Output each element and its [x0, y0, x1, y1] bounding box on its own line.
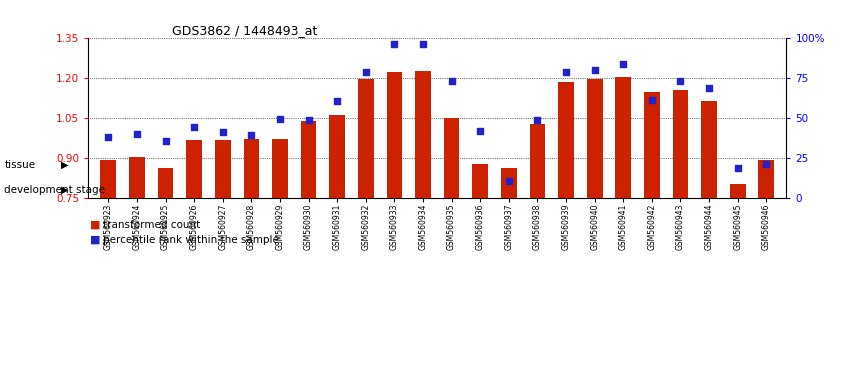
Text: tissue: tissue [4, 160, 35, 170]
Point [359, 68, 373, 74]
Bar [552, 120, 609, 194]
Bar [100, 160, 116, 198]
Bar [157, 168, 173, 198]
Bar [473, 164, 488, 198]
Text: development stage: development stage [4, 185, 105, 195]
Point [702, 84, 716, 91]
Text: embryonic
day 16.5: embryonic day 16.5 [390, 151, 427, 164]
Text: embryonic
day 18.5: embryonic day 18.5 [447, 151, 484, 164]
Point [245, 132, 258, 138]
Bar [330, 115, 345, 198]
Text: GDS3862 / 1448493_at: GDS3862 / 1448493_at [172, 24, 317, 37]
Bar [673, 89, 688, 198]
Point [159, 138, 172, 144]
Point [416, 41, 430, 47]
Bar [644, 92, 659, 198]
Point [645, 97, 659, 103]
Bar [358, 79, 373, 198]
Text: embryonic
day 18.5: embryonic day 18.5 [676, 151, 713, 164]
Bar [151, 120, 209, 194]
Bar [759, 160, 775, 198]
Text: percentile rank within the sample: percentile rank within the sample [103, 235, 279, 245]
Bar [587, 79, 602, 198]
Text: ■: ■ [90, 235, 100, 245]
Bar [209, 120, 266, 194]
Bar [495, 120, 552, 194]
Bar [444, 118, 459, 198]
Bar [530, 124, 545, 198]
Bar [616, 77, 631, 198]
Bar [323, 120, 380, 194]
Bar [501, 168, 516, 198]
Text: epididymis: epididymis [409, 70, 466, 80]
Bar [215, 140, 230, 198]
Bar [666, 120, 723, 194]
Bar [437, 120, 495, 194]
Point [473, 127, 487, 134]
Point [216, 129, 230, 135]
Point [731, 165, 744, 171]
Point [502, 178, 516, 184]
Point [130, 131, 144, 137]
Text: efferent ducts: efferent ducts [172, 70, 245, 80]
Bar [301, 121, 316, 198]
Point [674, 78, 687, 84]
Text: postnatal day
1: postnatal day 1 [728, 151, 776, 164]
Point [302, 117, 315, 123]
Text: embryonic
day 16.5: embryonic day 16.5 [161, 151, 198, 164]
Bar [380, 120, 437, 194]
Bar [266, 120, 323, 194]
Bar [272, 139, 288, 198]
Point [388, 41, 401, 47]
Point [559, 70, 573, 76]
Bar [244, 139, 259, 198]
Text: embryonic
day 18.5: embryonic day 18.5 [219, 151, 256, 164]
Point [445, 78, 458, 84]
Point [588, 67, 601, 73]
Text: ▶: ▶ [61, 185, 68, 195]
Bar [323, 39, 552, 112]
Bar [187, 140, 202, 198]
Point [273, 116, 287, 122]
Bar [387, 71, 402, 198]
Point [188, 124, 201, 130]
Text: embryonic
day 14.5: embryonic day 14.5 [562, 151, 599, 164]
Bar [723, 120, 780, 194]
Text: ■: ■ [90, 220, 100, 230]
Bar [730, 184, 746, 198]
Bar [552, 39, 780, 112]
Bar [94, 39, 323, 112]
Point [759, 161, 773, 167]
Text: embryonic
day 16.5: embryonic day 16.5 [619, 151, 656, 164]
Text: embryonic
day 14.5: embryonic day 14.5 [333, 151, 370, 164]
Text: ▶: ▶ [61, 160, 68, 170]
Text: vas deferens: vas deferens [632, 70, 700, 80]
Bar [558, 82, 574, 198]
Point [531, 117, 544, 123]
Bar [701, 101, 717, 198]
Text: embryonic
day 14.5: embryonic day 14.5 [104, 151, 141, 164]
Bar [94, 120, 151, 194]
Text: postnatal day
1: postnatal day 1 [500, 151, 547, 164]
Point [616, 61, 630, 67]
Point [102, 134, 115, 140]
Bar [129, 157, 145, 198]
Text: transformed count: transformed count [103, 220, 201, 230]
Point [331, 98, 344, 104]
Bar [609, 120, 666, 194]
Text: postnatal day
1: postnatal day 1 [271, 151, 318, 164]
Bar [415, 71, 431, 198]
